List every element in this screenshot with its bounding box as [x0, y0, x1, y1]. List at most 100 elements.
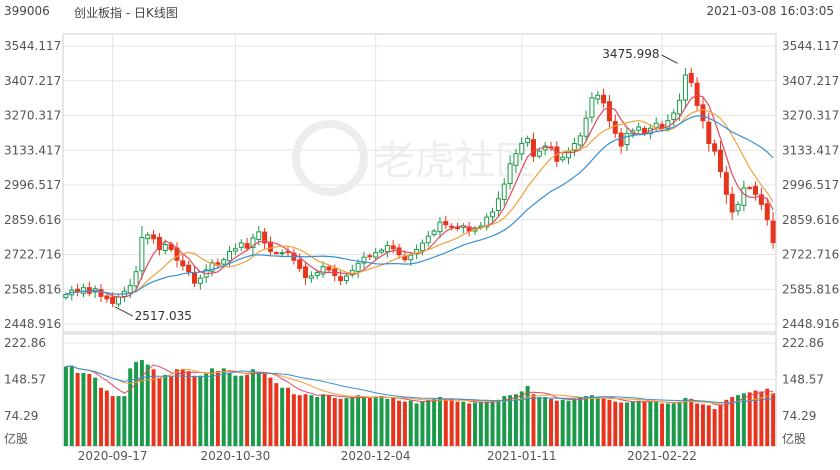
volume-bar — [280, 387, 285, 446]
candle-body — [501, 183, 507, 200]
volume-bar — [139, 360, 144, 446]
volume-bar — [554, 400, 559, 446]
volume-bar — [291, 394, 296, 446]
volume-bars — [63, 360, 776, 446]
volume-bar — [747, 392, 752, 446]
price-tick-label-right: 3407.217 — [782, 74, 839, 88]
volume-bar — [174, 369, 179, 446]
volume-bar — [490, 401, 495, 446]
candle-body — [162, 244, 168, 252]
chart-title: 创业板指 - 日K线图 — [74, 6, 178, 20]
volume-bar — [537, 397, 542, 446]
volume-bar — [367, 397, 372, 446]
volume-bar — [496, 399, 501, 446]
volume-bar — [81, 372, 86, 446]
volume-bar — [145, 364, 150, 446]
candle-body — [262, 231, 268, 244]
volume-bar — [660, 403, 665, 446]
price-tick-label-right: 2585.816 — [782, 282, 839, 296]
candle-body — [343, 275, 349, 282]
candle-body — [536, 150, 542, 157]
volume-bar — [356, 395, 361, 446]
volume-bar — [75, 372, 80, 446]
candle-body — [601, 94, 607, 104]
candle-body — [104, 295, 110, 300]
candle-body — [753, 185, 759, 195]
volume-bar — [671, 403, 676, 446]
volume-bar — [519, 391, 524, 446]
axis-labels: 3544.117 3544.117 3407.217 3407.217 3270.317… — [4, 39, 839, 463]
volume-bar — [198, 375, 203, 446]
volume-bar — [391, 397, 396, 446]
unit-label-right: 亿股 — [782, 431, 806, 446]
volume-bar — [221, 368, 226, 446]
volume-bar — [93, 377, 98, 446]
volume-bar — [402, 401, 407, 446]
price-tick-label-right: 2722.716 — [782, 248, 839, 262]
volume-bar — [765, 388, 770, 446]
volume-bar — [741, 393, 746, 446]
price-tick-label-left: 3407.217 — [4, 74, 61, 88]
candle-body — [186, 264, 192, 273]
candle-body — [747, 187, 753, 190]
volume-bar — [718, 404, 723, 446]
volume-bar — [250, 369, 255, 446]
volume-bar — [157, 377, 162, 446]
volume-bar — [437, 397, 442, 446]
volume-bar — [204, 372, 209, 446]
volume-bar — [321, 394, 326, 446]
high-marker-line — [661, 54, 678, 64]
date-tick-label: 2021-01-11 — [487, 449, 557, 463]
candle-body — [694, 82, 700, 106]
unit-label-left: 亿股 — [4, 431, 28, 446]
volume-bar — [636, 400, 641, 446]
date-tick-label: 2021-02-22 — [627, 449, 697, 463]
candle-body — [437, 221, 443, 233]
volume-bar — [484, 401, 489, 446]
volume-bar — [502, 396, 507, 446]
candle-body — [133, 271, 139, 287]
candle-body — [156, 236, 162, 251]
chart-header: 399006 创业板指 - 日K线图 2021-03-08 16:03:05 — [0, 0, 840, 22]
volume-bar — [584, 396, 589, 446]
candle-body — [139, 236, 145, 272]
volume-bar — [99, 387, 103, 446]
price-tick-label-right: 2996.517 — [782, 178, 839, 192]
price-tick-label-left: 3270.317 — [4, 109, 61, 123]
candle-body — [110, 296, 116, 304]
candle-body — [127, 285, 133, 294]
volume-bar — [163, 374, 168, 446]
volume-bar — [700, 404, 705, 446]
candle-body — [577, 135, 583, 146]
volume-bar — [607, 399, 612, 446]
candles — [63, 67, 776, 308]
price-tick-label-right: 2859.616 — [782, 213, 839, 227]
volume-bar — [449, 398, 454, 446]
volume-bar — [683, 397, 688, 446]
volume-bar — [461, 401, 466, 446]
volume-bar — [432, 398, 437, 446]
volume-bar — [408, 400, 413, 446]
candle-body — [355, 262, 361, 272]
candle-body — [642, 128, 647, 134]
volume-bar — [385, 398, 390, 446]
candle-body — [314, 271, 320, 276]
volume-bar — [227, 372, 232, 446]
volume-average-lines — [65, 364, 774, 406]
candle-body — [606, 101, 612, 122]
volume-bar — [326, 395, 331, 446]
candle-body — [484, 216, 490, 228]
candle-body — [244, 243, 250, 249]
volume-bar — [332, 397, 337, 446]
candle-body — [145, 234, 151, 240]
price-tick-label-left: 2585.816 — [4, 282, 61, 296]
volume-bar — [379, 396, 384, 446]
price-tick-label-right: 3270.317 — [782, 109, 839, 123]
candle-body — [624, 132, 630, 146]
volume-bar — [315, 397, 320, 446]
candle-body — [367, 255, 373, 258]
volume-bar — [239, 375, 244, 446]
volume-bar — [730, 397, 735, 446]
candle-body — [221, 259, 227, 265]
